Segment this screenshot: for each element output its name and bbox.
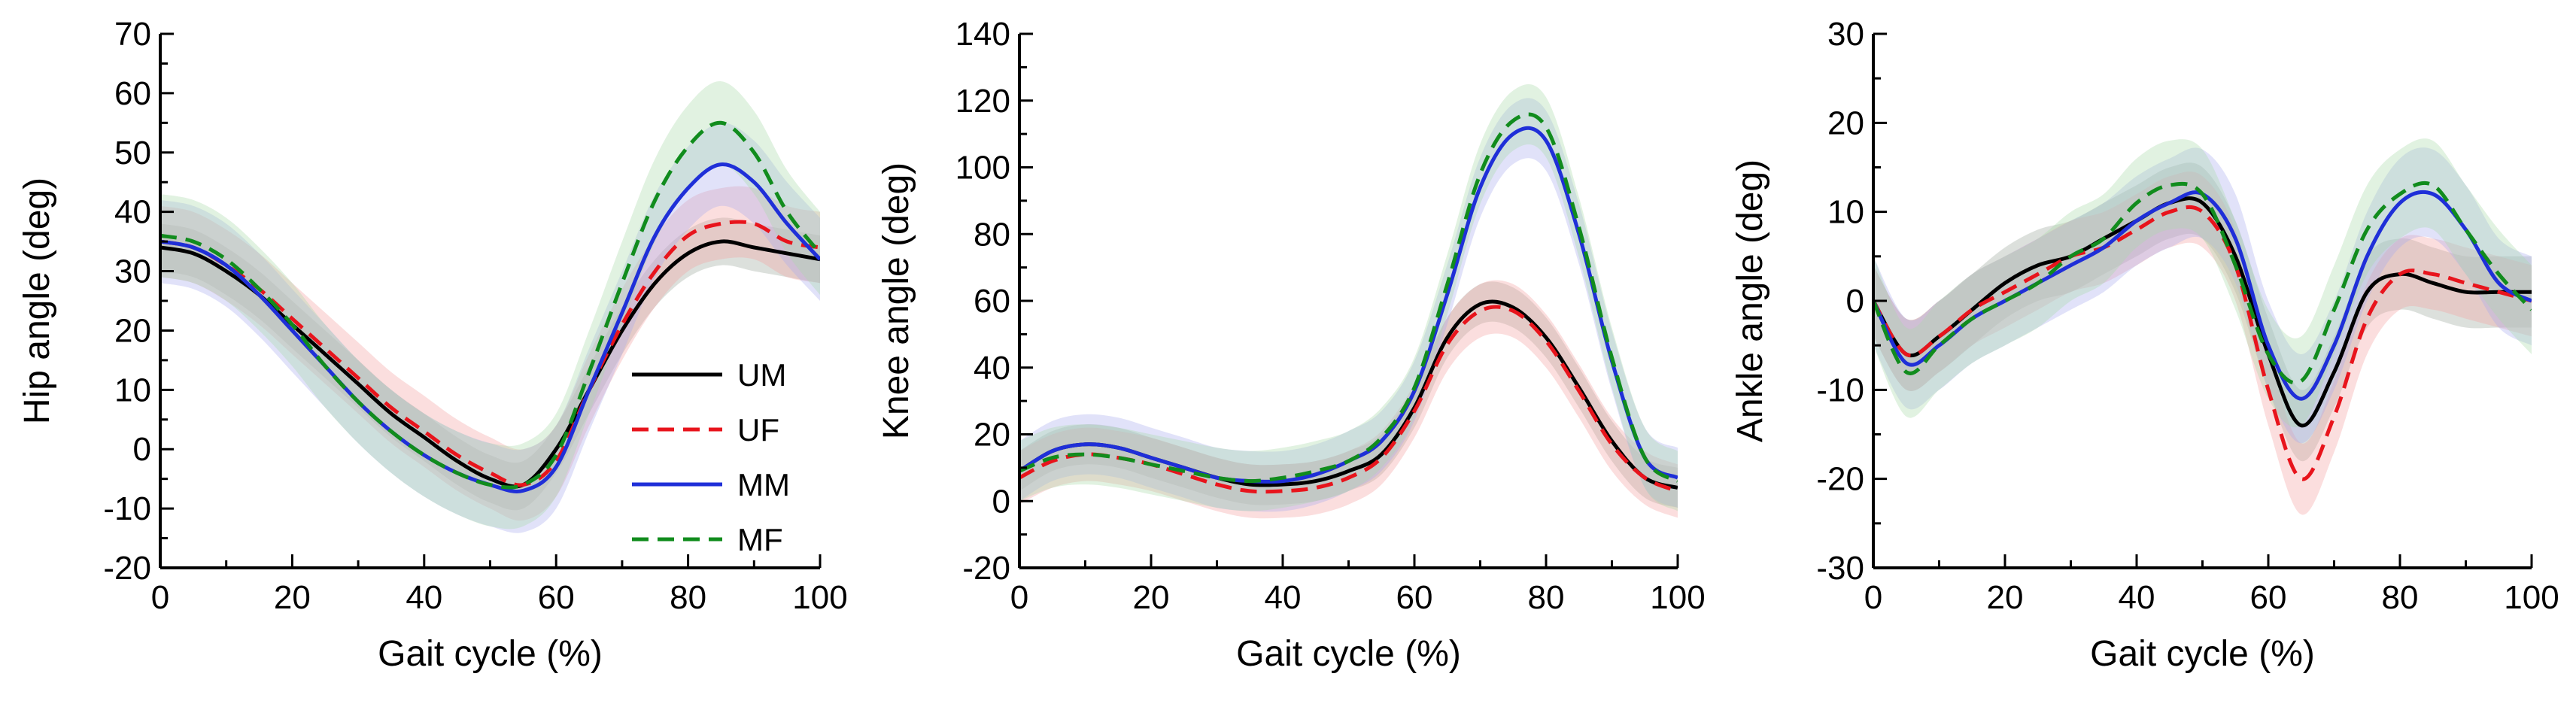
knee-mm-line (1019, 126, 1678, 484)
ankle-y-tick-label: 10 (1827, 194, 1864, 231)
legend-uf-label: UF (737, 412, 779, 448)
knee-y-tick-label: 120 (955, 83, 1010, 120)
knee-x-tick-label: 100 (1650, 579, 1705, 616)
hip-plot-area (160, 81, 820, 533)
ankle-y-tick-label: 30 (1827, 16, 1864, 53)
knee-y-tick-label: -20 (962, 550, 1010, 587)
hip-x-tick-label: 40 (406, 579, 442, 616)
ankle-x-tick-label: 0 (1864, 579, 1882, 616)
hip-y-axis-title: Hip angle (deg) (17, 178, 57, 424)
hip-y-tick-label: 50 (114, 135, 151, 171)
ankle-mf-line (1873, 181, 2532, 385)
hip-y-tick-label: 20 (114, 312, 151, 349)
ankle-y-tick-label: -30 (1816, 550, 1864, 587)
hip-x-tick-label: 60 (538, 579, 575, 616)
knee-um-sd-band (1019, 281, 1678, 508)
hip-y-tick-label: 0 (133, 431, 151, 468)
ankle-mf-sd-band (1873, 138, 2532, 428)
knee-y-tick-label: 80 (974, 216, 1010, 253)
ankle-y-tick-label: 20 (1827, 105, 1864, 141)
ankle-y-tick-label: -10 (1816, 372, 1864, 408)
hip-mm-line (160, 162, 820, 493)
hip-y-tick-label: 70 (114, 16, 151, 53)
hip-y-tick-label: -20 (103, 550, 151, 587)
ankle-x-tick-label: 20 (1987, 579, 2024, 616)
legend: UM UF MM MF (632, 357, 790, 557)
knee-x-tick-label: 20 (1133, 579, 1170, 616)
ankle-angle-panel: 0 20 40 60 80 100 -30 -20 -10 0 10 20 30 Gait cycle (… (1730, 16, 2559, 674)
ankle-um-sd-band (1873, 162, 2532, 462)
ankle-x-axis-title: Gait cycle (%) (2090, 634, 2315, 674)
legend-um-label: UM (737, 357, 786, 393)
knee-x-tick-label: 40 (1265, 579, 1302, 616)
knee-y-tick-label: 60 (974, 283, 1010, 320)
ankle-um-line (1873, 196, 2532, 428)
hip-y-tick-label: -10 (103, 490, 151, 527)
ankle-y-tick-label: -20 (1816, 461, 1864, 498)
hip-x-tick-label: 100 (792, 579, 847, 616)
knee-y-tick-label: 140 (955, 16, 1010, 53)
legend-mm-label: MM (737, 467, 790, 502)
hip-x-tick-label: 20 (274, 579, 311, 616)
ankle-y-axis-title: Ankle angle (deg) (1730, 159, 1770, 442)
knee-x-tick-label: 60 (1396, 579, 1433, 616)
ankle-plot-area (1873, 138, 2532, 515)
hip-mf-line (160, 120, 820, 490)
hip-x-tick-label: 80 (670, 579, 706, 616)
ankle-x-tick-label: 100 (2504, 579, 2559, 616)
hip-x-tick-label: 0 (151, 579, 169, 616)
legend-mf-label: MF (737, 522, 783, 557)
knee-uf-sd-band (1019, 280, 1678, 519)
knee-y-tick-label: 20 (974, 417, 1010, 454)
knee-mf-line (1019, 112, 1678, 484)
knee-y-tick-label: 100 (955, 150, 1010, 187)
hip-y-tick-label: 30 (114, 253, 151, 290)
hip-angle-panel: 0 20 40 60 80 100 -20 -10 0 10 20 30 40 50 60 70 Gait cy… (17, 16, 848, 674)
hip-y-tick-label: 10 (114, 372, 151, 408)
ankle-x-tick-label: 80 (2382, 579, 2419, 616)
knee-x-tick-label: 0 (1010, 579, 1028, 616)
hip-x-axis-title: Gait cycle (%) (378, 634, 603, 674)
hip-mf-sd-band (160, 81, 820, 529)
knee-x-axis-title: Gait cycle (%) (1236, 634, 1461, 674)
knee-y-tick-label: 40 (974, 350, 1010, 387)
ankle-x-tick-label: 40 (2119, 579, 2155, 616)
knee-x-tick-label: 80 (1528, 579, 1565, 616)
knee-plot-area (1019, 84, 1678, 519)
hip-y-tick-label: 40 (114, 194, 151, 231)
ankle-y-tick-label: 0 (1846, 283, 1864, 320)
ankle-x-tick-label: 60 (2250, 579, 2287, 616)
hip-um-sd-band (160, 217, 820, 511)
knee-y-tick-label: 0 (992, 483, 1010, 520)
knee-mm-sd-band (1019, 98, 1678, 512)
hip-mm-sd-band (160, 123, 820, 533)
ankle-uf-line (1873, 205, 2532, 481)
knee-y-axis-title: Knee angle (deg) (876, 162, 916, 439)
hip-y-tick-label: 60 (114, 75, 151, 112)
knee-mf-sd-band (1019, 84, 1678, 511)
ankle-mm-sd-band (1873, 147, 2532, 444)
ankle-uf-sd-band (1873, 171, 2532, 515)
